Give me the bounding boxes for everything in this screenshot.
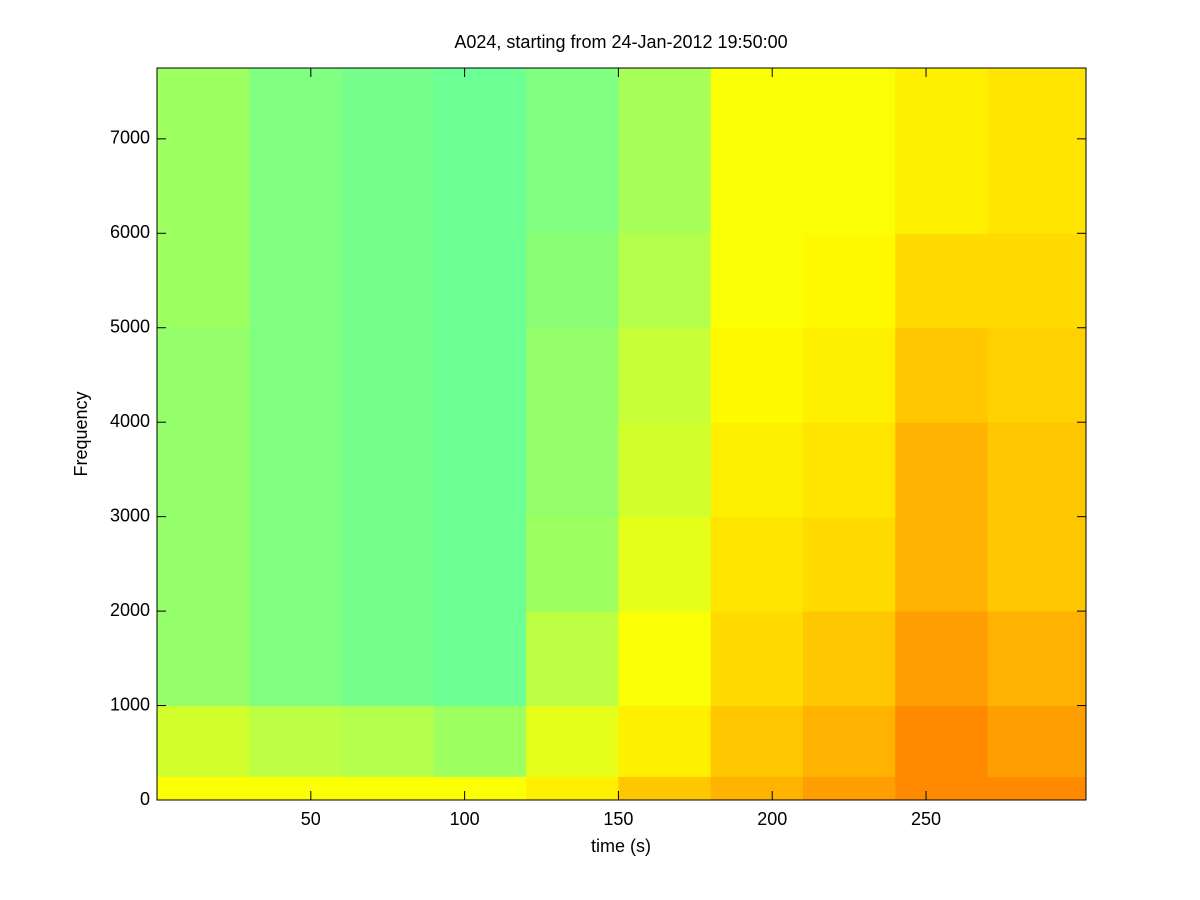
y-tick-label: 4000 [110,411,150,431]
heatmap-cell [157,705,250,777]
y-tick-label: 6000 [110,222,150,242]
heatmap-cell [341,327,435,423]
heatmap-cell [710,611,804,707]
heatmap-cell [249,68,343,234]
heatmap-cell [802,233,896,329]
heatmap-cell [618,233,712,329]
x-tick-label: 100 [450,809,480,829]
heatmap-cell [341,611,435,707]
heatmap-cell [618,327,712,423]
heatmap-cell [526,422,619,518]
heatmap-cell [987,233,1087,329]
chart-title: A024, starting from 24-Jan-2012 19:50:00 [454,32,787,52]
heatmap-cell [249,233,343,329]
heatmap-cell [341,233,435,329]
heatmap-cell [802,705,896,777]
heatmap-cell [433,516,527,612]
heatmap-cell [433,705,527,777]
heatmap-cell [895,233,989,329]
heatmap-cell [710,327,804,423]
heatmap-cell [802,611,896,707]
heatmap-cell [618,705,712,777]
heatmap-cell [987,611,1087,707]
heatmap-cell [710,516,804,612]
heatmap-cell [710,233,804,329]
heatmap-cell [802,422,896,518]
y-axis-label: Frequency [71,391,91,476]
heatmap-cell [987,68,1087,234]
y-tick-label: 0 [140,789,150,809]
y-tick-label: 7000 [110,128,150,148]
heatmap-cell [526,516,619,612]
heatmap-cell [157,611,250,707]
plot-frame [156,67,1087,801]
heatmap-cell [157,327,250,423]
x-tick-label: 150 [603,809,633,829]
heatmap-cell [802,776,896,801]
heatmap-cell [433,327,527,423]
heatmap-cell [157,516,250,612]
y-tick-label: 3000 [110,505,150,525]
heatmap-cell [249,516,343,612]
heatmap-cell [895,422,989,518]
heatmap-cell [710,68,804,234]
heatmap-cell [895,68,989,234]
heatmap-cell [618,422,712,518]
heatmap-cell [433,422,527,518]
heatmap-cell [341,422,435,518]
heatmap-cell [433,611,527,707]
heatmap-cell [526,776,619,801]
heatmap-cell [526,327,619,423]
x-tick-label: 250 [911,809,941,829]
heatmap-cell [341,516,435,612]
x-tick-label: 200 [757,809,787,829]
heatmap-cell [895,776,989,801]
heatmap-cell [433,233,527,329]
heatmap-cell [987,327,1087,423]
heatmap-cell [249,776,343,801]
heatmap-cell [157,422,250,518]
heatmap-cell [618,516,712,612]
heatmap-cell [526,611,619,707]
y-tick-label: 1000 [110,694,150,714]
heatmap-cell [987,705,1087,777]
heatmap-cell [618,68,712,234]
x-axis-label: time (s) [591,836,651,856]
heatmap-cell [895,611,989,707]
heatmap-cell [987,422,1087,518]
heatmap-cell [987,516,1087,612]
heatmap-cell [249,611,343,707]
heatmap-cell [341,776,435,801]
heatmap-cell [895,516,989,612]
heatmap-cell [526,233,619,329]
heatmap-cell [802,516,896,612]
heatmap-cell [433,776,527,801]
heatmap-cell [157,233,250,329]
heatmap-cell [157,68,250,234]
heatmap-cell [618,611,712,707]
heatmap-cell [157,776,250,801]
heatmap-cell [433,68,527,234]
x-tick-label: 50 [301,809,321,829]
heatmap-cell [341,705,435,777]
heatmap-cell [802,327,896,423]
heatmap-cell [710,705,804,777]
heatmap-cell [987,776,1087,801]
heatmap-cell [802,68,896,234]
heatmap-cell [895,705,989,777]
heatmap-cell [526,68,619,234]
heatmap-cell [526,705,619,777]
heatmap-cell [249,422,343,518]
heatmap-cell [249,327,343,423]
heatmap-cell [710,422,804,518]
heatmap-cell [618,776,712,801]
y-tick-label: 5000 [110,316,150,336]
heatmap-cell [249,705,343,777]
y-tick-label: 2000 [110,600,150,620]
heatmap-cell [710,776,804,801]
heatmap-cell [341,68,435,234]
heatmap-cell [895,327,989,423]
